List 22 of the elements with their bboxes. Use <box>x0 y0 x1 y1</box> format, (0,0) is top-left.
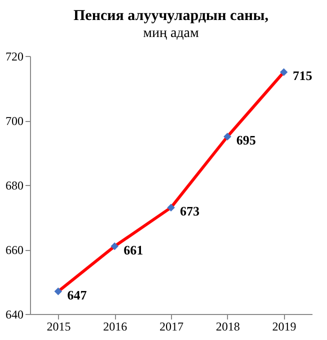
point <box>280 68 288 76</box>
point <box>167 204 175 212</box>
data-label: 647 <box>67 287 88 302</box>
x-tick-label: 2019 <box>272 320 296 334</box>
x-tick-label: 2015 <box>46 320 71 334</box>
point <box>110 242 118 250</box>
x-tick-label: 2018 <box>216 320 240 334</box>
chart-subtitle: миң адам <box>143 26 200 41</box>
y-tick-label: 640 <box>6 308 24 322</box>
data-label: 695 <box>236 132 256 148</box>
data-label: 673 <box>180 204 200 219</box>
point <box>54 288 62 296</box>
data-label: 661 <box>124 242 144 258</box>
y-tick-label: 720 <box>6 50 24 64</box>
chart-title: Пенсия алуучулардын саны, <box>74 8 269 24</box>
y-tick-label: 680 <box>6 178 24 192</box>
data-label: 715 <box>292 68 313 84</box>
x-tick-label: 2017 <box>160 320 184 334</box>
y-tick-label: 660 <box>6 243 24 257</box>
x-tick-label: 2016 <box>103 320 128 334</box>
point <box>224 132 232 140</box>
y-tick-label: 700 <box>6 114 24 128</box>
